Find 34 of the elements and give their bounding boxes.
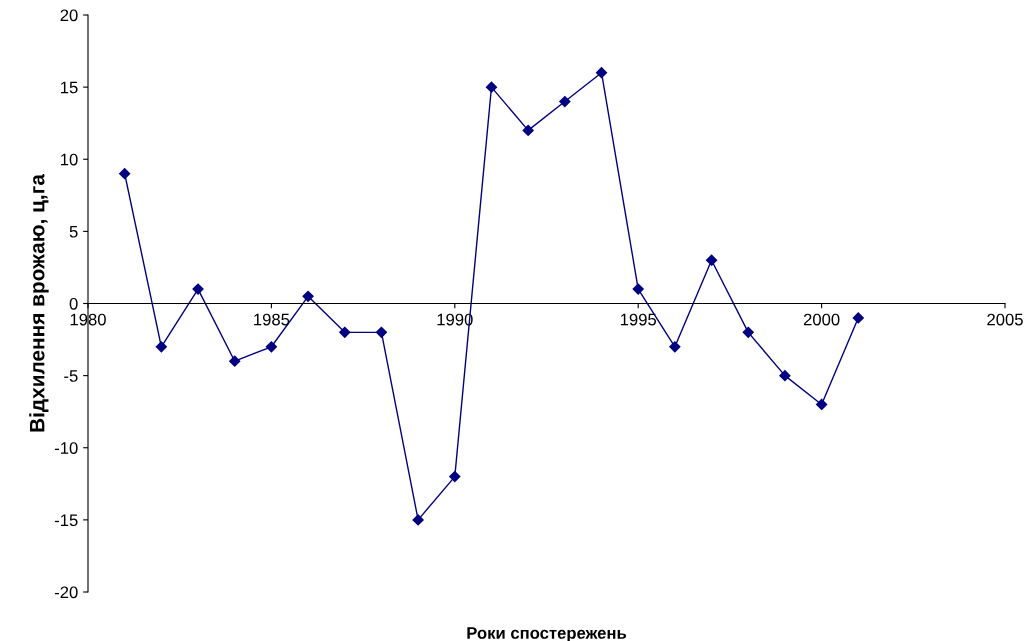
point — [815, 398, 828, 411]
x-tick-label: 1995 — [620, 313, 657, 326]
y-tick-label: -15 — [54, 514, 78, 527]
point — [265, 341, 278, 353]
y-tick-label: 20 — [60, 9, 78, 22]
point — [375, 326, 388, 338]
point — [632, 283, 644, 295]
point — [852, 312, 864, 324]
point — [522, 124, 534, 137]
y-axis-title: Відхилення врожаю, ц,га — [29, 173, 49, 432]
point — [485, 81, 498, 93]
point — [779, 370, 791, 382]
point — [339, 326, 351, 338]
x-tick-label: 2000 — [803, 313, 840, 326]
y-tick-label: 5 — [69, 225, 78, 238]
point — [155, 341, 167, 353]
point — [119, 168, 131, 180]
y-tick-label: -5 — [64, 370, 78, 382]
point — [595, 67, 608, 79]
point — [559, 95, 571, 108]
point — [412, 514, 424, 526]
x-tick-label: 1985 — [254, 313, 290, 326]
y-tick-label: 15 — [61, 81, 78, 94]
point — [742, 326, 754, 338]
point — [705, 254, 718, 266]
point — [229, 355, 241, 367]
y-tick-label: 0 — [69, 297, 78, 310]
point — [449, 470, 461, 483]
x-tick-label: 2005 — [987, 313, 1023, 326]
point — [302, 290, 314, 302]
y-tick-label: -10 — [54, 442, 78, 454]
point — [669, 341, 681, 353]
y-tick-label: 10 — [61, 153, 78, 166]
y-tick-label: -20 — [54, 586, 78, 599]
